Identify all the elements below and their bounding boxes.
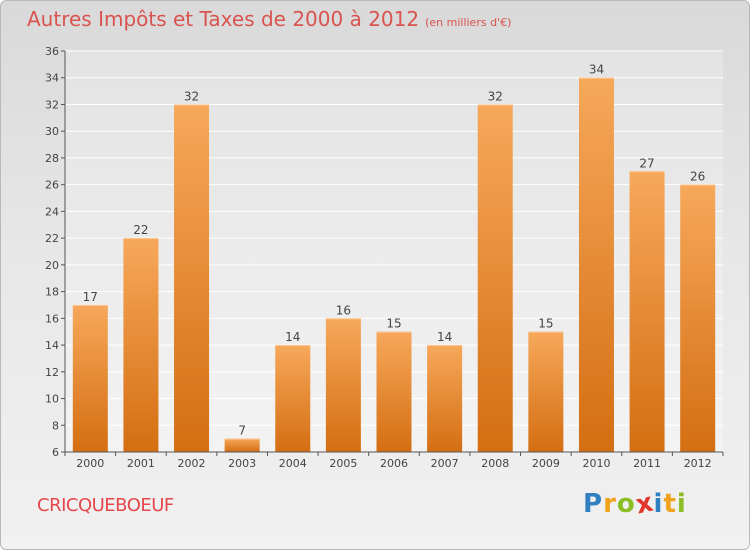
data-label: 17 bbox=[83, 290, 98, 304]
logo-letter: t bbox=[663, 489, 677, 519]
x-tick-label: 2002 bbox=[178, 457, 206, 470]
data-label: 15 bbox=[386, 317, 401, 331]
bar bbox=[224, 438, 260, 452]
x-tick-label: 2003 bbox=[228, 457, 256, 470]
y-tick-label: 8 bbox=[52, 419, 59, 432]
bar bbox=[477, 104, 513, 452]
y-tick-label: 24 bbox=[45, 205, 59, 218]
x-tick-label: 2007 bbox=[431, 457, 459, 470]
logo-letter: o bbox=[616, 489, 636, 519]
y-tick-label: 26 bbox=[45, 179, 59, 192]
x-tick-label: 2005 bbox=[329, 457, 357, 470]
x-tick-label: 2009 bbox=[532, 457, 560, 470]
x-tick-label: 2011 bbox=[633, 457, 661, 470]
data-label: 27 bbox=[639, 156, 654, 170]
data-label: 22 bbox=[133, 223, 148, 237]
place-name: CRICQUEBOEUF bbox=[37, 495, 174, 516]
logo-letter: i bbox=[653, 489, 664, 519]
bar bbox=[629, 171, 665, 453]
y-tick-label: 32 bbox=[45, 98, 59, 111]
data-label: 32 bbox=[488, 89, 503, 103]
y-tick-label: 16 bbox=[45, 312, 59, 325]
y-tick-label: 34 bbox=[45, 72, 59, 85]
data-label: 14 bbox=[437, 330, 452, 344]
x-tick-label: 2001 bbox=[127, 457, 155, 470]
bar bbox=[528, 331, 564, 452]
data-label: 16 bbox=[336, 303, 351, 317]
y-tick-label: 28 bbox=[45, 152, 59, 165]
data-label: 7 bbox=[238, 424, 246, 438]
logo-letter: r bbox=[603, 489, 617, 519]
chart-title: Autres Impôts et Taxes de 2000 à 2012 (en… bbox=[27, 7, 511, 31]
data-label: 14 bbox=[285, 330, 300, 344]
bar bbox=[174, 104, 210, 452]
bar bbox=[72, 304, 108, 452]
bar bbox=[275, 345, 311, 452]
y-tick-label: 10 bbox=[45, 393, 59, 406]
bar bbox=[376, 331, 412, 452]
bar bbox=[578, 77, 614, 452]
x-tick-label: 2000 bbox=[76, 457, 104, 470]
y-tick-label: 14 bbox=[45, 339, 59, 352]
chart-subtitle: (en milliers d'€) bbox=[425, 16, 512, 29]
logo-letter: P bbox=[583, 489, 604, 519]
y-tick-label: 22 bbox=[45, 232, 59, 245]
x-tick-label: 2006 bbox=[380, 457, 408, 470]
data-label: 32 bbox=[184, 89, 199, 103]
y-tick-label: 20 bbox=[45, 259, 59, 272]
logo-letter: i bbox=[676, 489, 687, 519]
data-label: 34 bbox=[589, 63, 604, 77]
bar bbox=[123, 238, 159, 452]
data-label: 26 bbox=[690, 170, 705, 184]
y-tick-label: 12 bbox=[45, 366, 59, 379]
bar bbox=[680, 184, 716, 452]
bar bbox=[325, 318, 361, 452]
y-tick-label: 18 bbox=[45, 286, 59, 299]
y-tick-label: 6 bbox=[52, 446, 59, 459]
x-tick-label: 2012 bbox=[684, 457, 712, 470]
x-tick-label: 2008 bbox=[481, 457, 509, 470]
x-tick-label: 2010 bbox=[582, 457, 610, 470]
y-tick-label: 30 bbox=[45, 125, 59, 138]
proxiti-logo: Proxiti bbox=[583, 487, 687, 520]
y-tick-label: 36 bbox=[45, 45, 59, 58]
chart-title-text: Autres Impôts et Taxes de 2000 à 2012 bbox=[27, 7, 420, 31]
data-label: 15 bbox=[538, 317, 553, 331]
bar bbox=[427, 345, 463, 452]
x-tick-label: 2004 bbox=[279, 457, 307, 470]
